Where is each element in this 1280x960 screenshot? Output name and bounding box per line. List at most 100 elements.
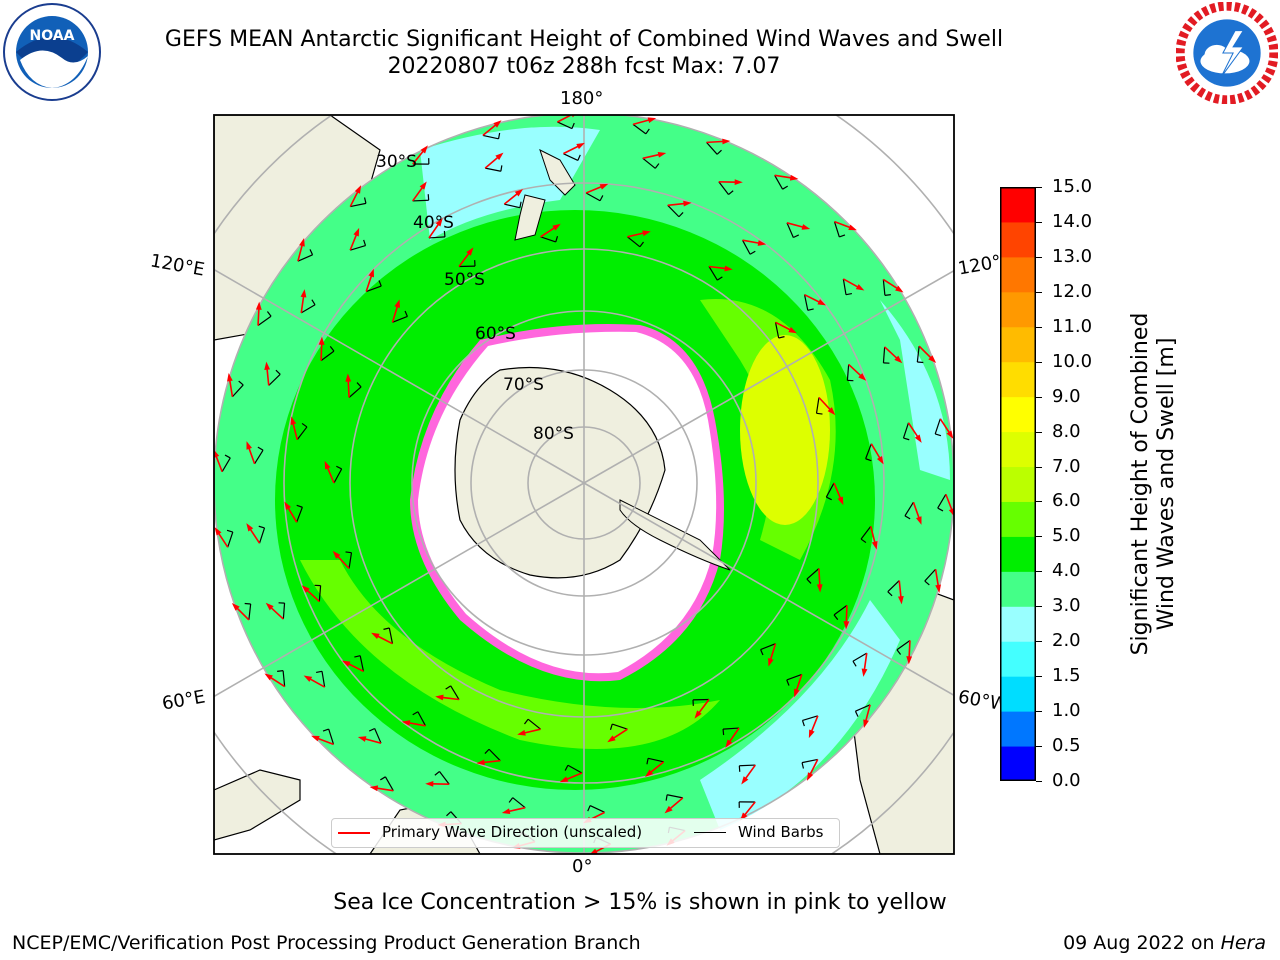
wave-arrow-head [301, 585, 310, 593]
wave-arrow-head [647, 117, 657, 123]
wave-arrow-head [435, 694, 444, 701]
wave-direction-arrow [833, 482, 842, 500]
wave-arrow-head [353, 227, 360, 237]
wave-direction-arrow [945, 493, 954, 512]
footer-date-text: 09 Aug 2022 on [1063, 932, 1221, 954]
wind-barb-tick [839, 234, 846, 238]
colorbar-tick-label: 6.0 [1052, 490, 1081, 512]
legend-item-wave-direction: Primary Wave Direction (unscaled) [338, 823, 642, 841]
wave-arrow-head [935, 584, 941, 593]
wave-direction-arrow [217, 531, 229, 548]
wind-barb [450, 685, 460, 700]
wave-direction-arrow [484, 155, 500, 169]
wave-direction-arrow [848, 363, 863, 378]
wind-barb-tick [654, 163, 660, 169]
wind-barb-tick [275, 369, 281, 375]
wave-direction-arrow [939, 418, 951, 435]
colorbar-tick-mark [1036, 466, 1042, 468]
wind-barb-tick [749, 250, 756, 255]
wave-arrow-head [855, 284, 865, 291]
wave-direction-arrow [795, 674, 803, 692]
wave-direction-arrow [884, 346, 899, 360]
wave-arrow-head [476, 759, 485, 766]
wave-arrow-head [645, 769, 654, 777]
wind-barb [896, 639, 911, 651]
wind-barb [348, 552, 353, 569]
wave-arrow-head [894, 355, 903, 364]
wind-barb-tick [887, 591, 893, 597]
wave-arrow-head [246, 441, 252, 450]
wave-arrow-head [401, 720, 411, 726]
colorbar-tick-mark [1036, 641, 1042, 643]
wind-barb-tick [716, 276, 723, 281]
wave-direction-arrow [810, 715, 819, 733]
wind-barb-tick [833, 614, 839, 620]
wave-direction-arrow [642, 153, 661, 160]
wave-low-band-top [420, 126, 600, 240]
noaa-logo-icon: NOAA [3, 3, 101, 101]
wind-barb [482, 134, 499, 140]
colorbar-segment [1000, 571, 1036, 607]
wave-direction-arrow [266, 367, 270, 386]
wind-barb [860, 525, 872, 540]
colorbar-tick-mark [1036, 711, 1042, 713]
colorbar-segment [1000, 501, 1036, 537]
wind-barb [227, 531, 234, 548]
wind-barb [296, 507, 303, 523]
wind-barb-tick [645, 128, 650, 135]
colorbar-segment [1000, 361, 1036, 398]
wave-arrow-head [290, 416, 297, 425]
wind-barb-tick [728, 190, 734, 195]
colorbar-segment [1000, 466, 1036, 502]
colorbar-tick-label: 12.0 [1052, 280, 1093, 302]
wave-arrow-head [725, 739, 733, 748]
wave-arrow-head [284, 501, 292, 511]
wave-direction-arrow [870, 443, 882, 460]
colorbar-tick-label: 0.0 [1052, 770, 1081, 791]
wind-barb-tick [904, 515, 911, 520]
wind-barb [916, 346, 920, 363]
wind-barb-tick [315, 670, 323, 674]
wind-barb [257, 315, 272, 327]
wave-arrow-head [664, 805, 673, 814]
colorbar-segment [1000, 536, 1036, 572]
map-legend: Primary Wave Direction (unscaled) Wind B… [331, 818, 840, 848]
wave-arrow-head [354, 185, 362, 194]
footer-date: 09 Aug 2022 on Hera [1063, 932, 1266, 954]
wind-barb-tick [609, 723, 613, 730]
colorbar-label-line1: Significant Height of Combined [1128, 312, 1153, 656]
wave-arrow-head [946, 430, 954, 439]
wave-direction-arrow [320, 342, 323, 361]
wind-barb-tick [446, 811, 452, 817]
wind-barb-tick [368, 727, 375, 732]
wave-arrow-head [227, 373, 233, 382]
wind-barb [300, 304, 316, 314]
wave-arrow-head [246, 523, 254, 532]
wind-barb [359, 655, 365, 672]
colorbar-tick-label: 15.0 [1052, 176, 1093, 197]
wave-band-6m [300, 560, 720, 749]
wave-arrow-head [357, 736, 367, 742]
wind-barb [557, 121, 573, 130]
wind-barb [801, 758, 818, 764]
wind-barb-tick [722, 729, 725, 736]
wave-arrow-head [369, 785, 379, 792]
colorbar-segment [1000, 746, 1036, 781]
wind-barb [258, 527, 266, 544]
colorbar-tick-label: 0.5 [1052, 735, 1081, 757]
wind-barb [248, 603, 252, 620]
wind-barb-tick [412, 711, 419, 716]
wave-direction-arrow [934, 569, 940, 588]
wind-barb [846, 364, 850, 381]
colorbar-tick-label: 1.0 [1052, 700, 1081, 722]
wind-barb-tick [806, 578, 812, 584]
wind-barb [350, 245, 366, 251]
wind-barb-tick [519, 201, 522, 208]
colorbar-segment [1000, 291, 1036, 328]
wave-direction-arrow [375, 787, 394, 792]
wave-arrow-head [332, 550, 341, 559]
wave-arrow-head [863, 719, 869, 728]
colorbar-tick-label: 2.0 [1052, 630, 1081, 652]
colorbar-label: Significant Height of Combined Wind Wave… [1128, 284, 1180, 684]
colorbar-tick-mark [1036, 326, 1042, 328]
